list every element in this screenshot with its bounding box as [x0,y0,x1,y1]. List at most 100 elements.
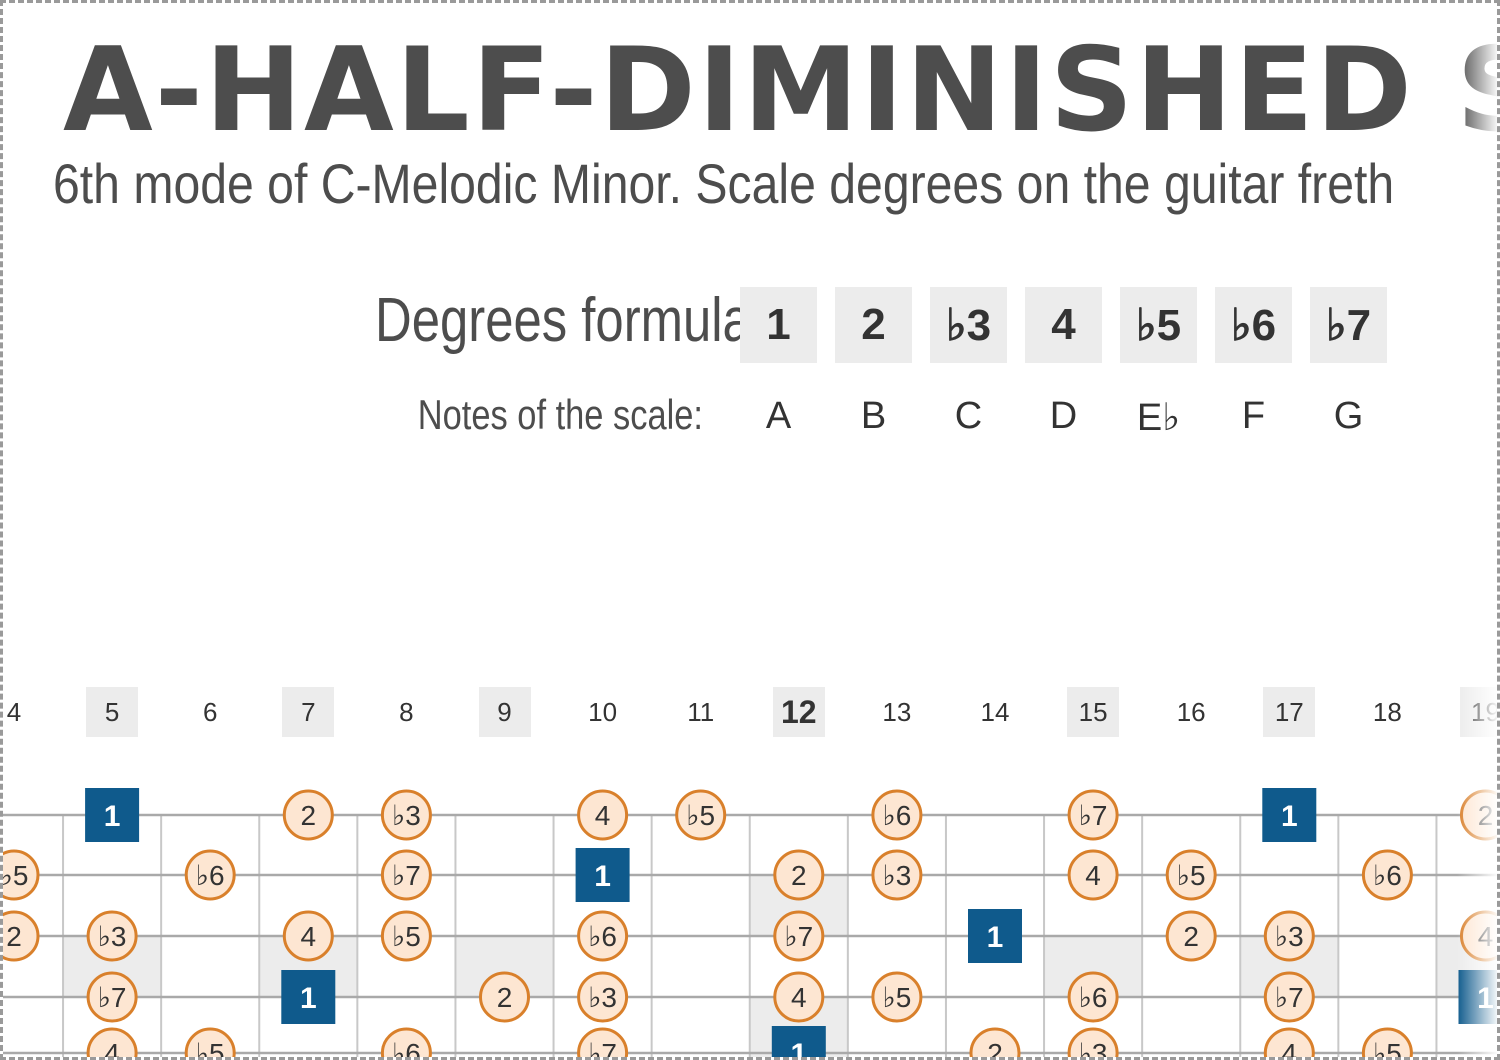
degree-label: ♭7 [588,1038,617,1060]
degree-dot [871,849,923,901]
root-marker [575,848,630,902]
degree-dot [3,849,40,901]
degree-label: ♭5 [686,800,715,831]
fret-number: 15 [1067,687,1120,737]
degree-label: ♭3 [392,800,421,831]
degree-label: 4 [595,800,611,831]
page-title: A-HALF-DIMINISHED SCA [63,23,1497,158]
degree-label: ♭6 [588,921,617,952]
degree-label: 4 [104,1038,120,1060]
degree-dot [380,1027,432,1057]
degree-dot [675,789,727,841]
root-marker [771,1026,826,1057]
scale-note: A [765,395,792,437]
degree-dot [871,971,923,1023]
degree-label: ♭6 [196,860,225,891]
degree-dot [1067,1027,1119,1057]
degree-label: ♭5 [3,860,28,891]
degree-label: ♭6 [1373,860,1402,891]
degree-dot [86,971,138,1023]
root-marker [1262,788,1317,842]
degree-dot [380,849,432,901]
degree-dot [1165,910,1217,962]
fret-number: 9 [478,687,531,737]
degree-label: ♭7 [392,860,421,891]
fret-number: 10 [588,696,618,727]
degree-dot [1263,1027,1315,1057]
page-subtitle: 6th mode of C-Melodic Minor. Scale degre… [53,152,1395,215]
root-marker [85,788,140,842]
degree-label: ♭3 [883,860,912,891]
degree-dot [380,910,432,962]
fret-number: 18 [1372,696,1402,727]
root-label: 1 [987,921,1004,954]
degree-dot [184,1027,236,1057]
fret-number: 7 [282,687,335,737]
degree-dot [1361,1027,1413,1057]
scale-note: F [1241,395,1266,437]
degree-label: 4 [301,921,317,952]
degree-dot [282,789,334,841]
degree-dot [184,849,236,901]
degree-dot [380,789,432,841]
degree-dot [1263,971,1315,1023]
degree-label: ♭6 [883,800,912,831]
degree-dot [773,849,825,901]
degree-label: ♭7 [98,982,127,1013]
degree-label: ♭5 [883,982,912,1013]
degree-dot [1361,849,1413,901]
degree-box: ♭7 [1310,287,1387,363]
degree-label: 4 [1478,921,1494,952]
root-marker [968,909,1022,963]
notes-of-scale-label: Notes of the scale: [417,391,703,438]
root-marker [281,970,336,1024]
degree-dot [86,1027,138,1057]
degree-label: 2 [791,860,807,891]
degree-box: 1 [740,287,817,363]
degree-label: 4 [1085,860,1101,891]
degree-label: ♭6 [1079,982,1108,1013]
degree-box: 4 [1025,287,1102,363]
degree-label: ♭3 [1275,921,1304,952]
degree-dot [1067,789,1119,841]
degree-dot [479,971,530,1023]
degree-label: ♭5 [196,1038,225,1060]
degree-dot [1067,971,1119,1023]
root-label: 1 [790,1038,807,1060]
degree-dot [577,1027,629,1057]
degree-dot [3,910,40,962]
degree-label: ♭7 [784,921,813,952]
scale-note: B [860,395,887,437]
degree-label: 2 [1478,800,1494,831]
fret-number: 12 [772,687,825,737]
degree-label: ♭5 [1373,1038,1402,1060]
scale-note: E♭ [1136,397,1181,439]
root-label: 1 [104,800,121,833]
degree-label: 2 [987,1038,1003,1060]
degree-label: ♭3 [588,982,617,1013]
degree-label: 4 [1282,1038,1298,1060]
degree-label: 2 [1183,921,1199,952]
degree-box: ♭5 [1120,287,1197,363]
root-label: 1 [1477,982,1494,1015]
degree-box: ♭3 [930,287,1007,363]
root-label: 1 [300,982,317,1015]
degree-dot [1263,910,1315,962]
degree-dot [577,971,629,1023]
degree-label: ♭3 [1079,1038,1108,1060]
degree-label: 4 [791,982,807,1013]
fretboard: 1 2 ♭3 4 ♭5 ♭6 ♭7 1 2 ♭5 ♭6 ♭7 1 2 ♭3 4 ♭5 ♭6 2 ♭3 4 ♭5 ♭6 ♭7 1 2… [3,788,1497,1060]
degree-label: 2 [6,921,22,952]
degree-dot [871,789,923,841]
degree-box: 2 [835,287,912,363]
fret-number: 16 [1176,696,1206,727]
fret-number: 8 [399,696,414,727]
fret-number: 17 [1263,687,1316,737]
degree-label: ♭3 [98,921,127,952]
degree-dot [969,1027,1021,1057]
degree-dot [86,910,138,962]
fret-number: 11 [687,696,715,727]
fret-number: 5 [86,687,139,737]
degree-label: ♭5 [1177,860,1206,891]
